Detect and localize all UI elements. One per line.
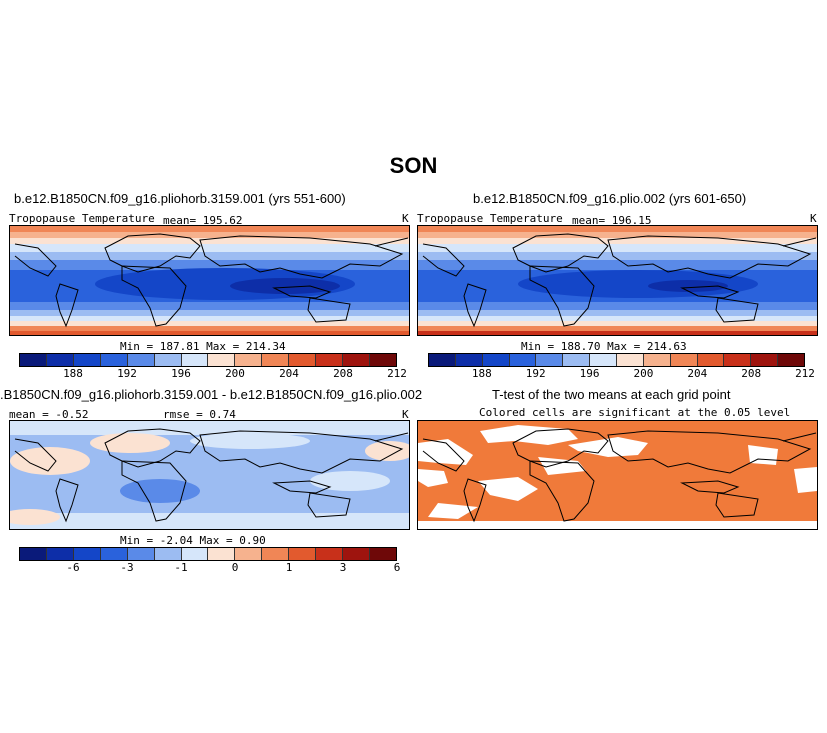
colorbar-swatch — [316, 548, 344, 560]
panel1-colorbar-swatches — [19, 353, 397, 367]
colorbar-swatch — [697, 354, 725, 366]
colorbar-swatch — [73, 354, 101, 366]
colorbar-tick-label: 192 — [117, 367, 137, 380]
colorbar-tick-label: -6 — [66, 561, 80, 574]
panel4-title: T-test of the two means at each grid poi… — [492, 387, 731, 402]
panel3-title: .B1850CN.f09_g16.pliohorb.3159.001 - b.e… — [0, 387, 423, 402]
colorbar-tick-label: 188 — [471, 367, 492, 380]
colorbar-swatch — [316, 354, 344, 366]
colorbar-swatch — [343, 354, 370, 366]
colorbar-tick-label: 196 — [171, 367, 191, 380]
colorbar-swatch — [154, 354, 182, 366]
colorbar-swatch — [208, 548, 236, 560]
colorbar-swatch — [181, 354, 209, 366]
colorbar-swatch — [289, 548, 317, 560]
colorbar-tick-label: 204 — [279, 367, 299, 380]
colorbar-swatch — [100, 354, 128, 366]
panel1-colorbar: 188 192 196 200 204 208 212 — [19, 353, 407, 381]
colorbar-tick-label: 208 — [741, 367, 762, 380]
panel2-units-label: K — [810, 212, 817, 225]
colorbar-tick-label: -1 — [174, 561, 188, 574]
colorbar-swatch — [429, 354, 456, 366]
colorbar-swatch — [73, 548, 101, 560]
colorbar-swatch — [262, 354, 290, 366]
colorbar-tick-label: 0 — [231, 561, 239, 574]
colorbar-swatch — [20, 354, 47, 366]
colorbar-swatch — [751, 354, 779, 366]
panel2-colorbar-ticks: 188 192 196 200 204 208 212 — [428, 367, 815, 381]
colorbar-swatch — [154, 548, 182, 560]
season-title: SON — [389, 153, 438, 178]
panel3-colorbar-swatches — [19, 547, 397, 561]
colorbar-tick-label: 212 — [795, 367, 815, 380]
panel2-colorbar-swatches — [428, 353, 805, 367]
colorbar-swatch — [289, 354, 317, 366]
panel2-map — [417, 225, 818, 336]
panel3-minmax: Min = -2.04 Max = 0.90 — [120, 534, 266, 547]
panel2-title: b.e12.B1850CN.f09_g16.plio.002 (yrs 601-… — [473, 191, 747, 206]
colorbar-tick-label: 208 — [333, 367, 353, 380]
colorbar-tick-label: 6 — [393, 561, 401, 574]
colorbar-tick-label: 1 — [285, 561, 293, 574]
colorbar-swatch — [670, 354, 698, 366]
colorbar-tick-label: -3 — [120, 561, 134, 574]
colorbar-swatch — [590, 354, 618, 366]
colorbar-swatch — [20, 548, 47, 560]
colorbar-swatch — [181, 548, 209, 560]
panel1-minmax: Min = 187.81 Max = 214.34 — [120, 340, 286, 353]
colorbar-tick-label: 192 — [525, 367, 546, 380]
panel3-rmse-label: rmse = 0.74 — [163, 408, 236, 421]
colorbar-swatch — [127, 354, 155, 366]
colorbar-swatch — [369, 548, 396, 560]
colorbar-swatch — [509, 354, 537, 366]
panel3-map — [9, 420, 410, 530]
colorbar-swatch — [482, 354, 510, 366]
panel3-units-label: K — [402, 408, 409, 421]
colorbar-tick-label: 196 — [579, 367, 600, 380]
colorbar-swatch — [563, 354, 591, 366]
colorbar-swatch — [643, 354, 671, 366]
panel2-minmax: Min = 188.70 Max = 214.63 — [521, 340, 687, 353]
panel2-variable-label: Tropopause Temperature — [417, 212, 563, 225]
colorbar-swatch — [343, 548, 370, 560]
panel1-mean-label: mean= 195.62 — [163, 214, 243, 227]
colorbar-swatch — [262, 548, 290, 560]
panel3-mean-label: mean = -0.52 — [9, 408, 89, 421]
panel1-variable-label: Tropopause Temperature — [9, 212, 155, 225]
panel3-colorbar: -6 -3 -1 0 1 3 6 — [19, 547, 400, 575]
colorbar-swatch — [235, 354, 263, 366]
colorbar-swatch — [46, 548, 74, 560]
colorbar-swatch — [369, 354, 396, 366]
colorbar-swatch — [617, 354, 644, 366]
panel1-map — [9, 225, 410, 336]
panel3-colorbar-ticks: -6 -3 -1 0 1 3 6 — [19, 561, 400, 575]
colorbar-swatch — [46, 354, 74, 366]
colorbar-swatch — [127, 548, 155, 560]
colorbar-tick-label: 188 — [63, 367, 83, 380]
colorbar-tick-label: 204 — [687, 367, 708, 380]
colorbar-swatch — [235, 548, 263, 560]
colorbar-tick-label: 3 — [339, 561, 347, 574]
colorbar-tick-label: 212 — [387, 367, 407, 380]
colorbar-swatch — [208, 354, 236, 366]
panel1-colorbar-ticks: 188 192 196 200 204 208 212 — [19, 367, 407, 381]
panel4-subtitle: Colored cells are significant at the 0.0… — [479, 406, 791, 419]
panel1-units-label: K — [402, 212, 409, 225]
panel4-map — [417, 420, 818, 530]
panel2-mean-label: mean= 196.15 — [572, 214, 652, 227]
colorbar-swatch — [724, 354, 752, 366]
colorbar-swatch — [778, 354, 805, 366]
colorbar-tick-label: 200 — [633, 367, 654, 380]
colorbar-swatch — [455, 354, 483, 366]
colorbar-swatch — [100, 548, 128, 560]
panel2-colorbar: 188 192 196 200 204 208 212 — [428, 353, 815, 381]
panel1-title: b.e12.B1850CN.f09_g16.pliohorb.3159.001 … — [14, 191, 346, 206]
colorbar-swatch — [536, 354, 564, 366]
colorbar-tick-label: 200 — [225, 367, 245, 380]
